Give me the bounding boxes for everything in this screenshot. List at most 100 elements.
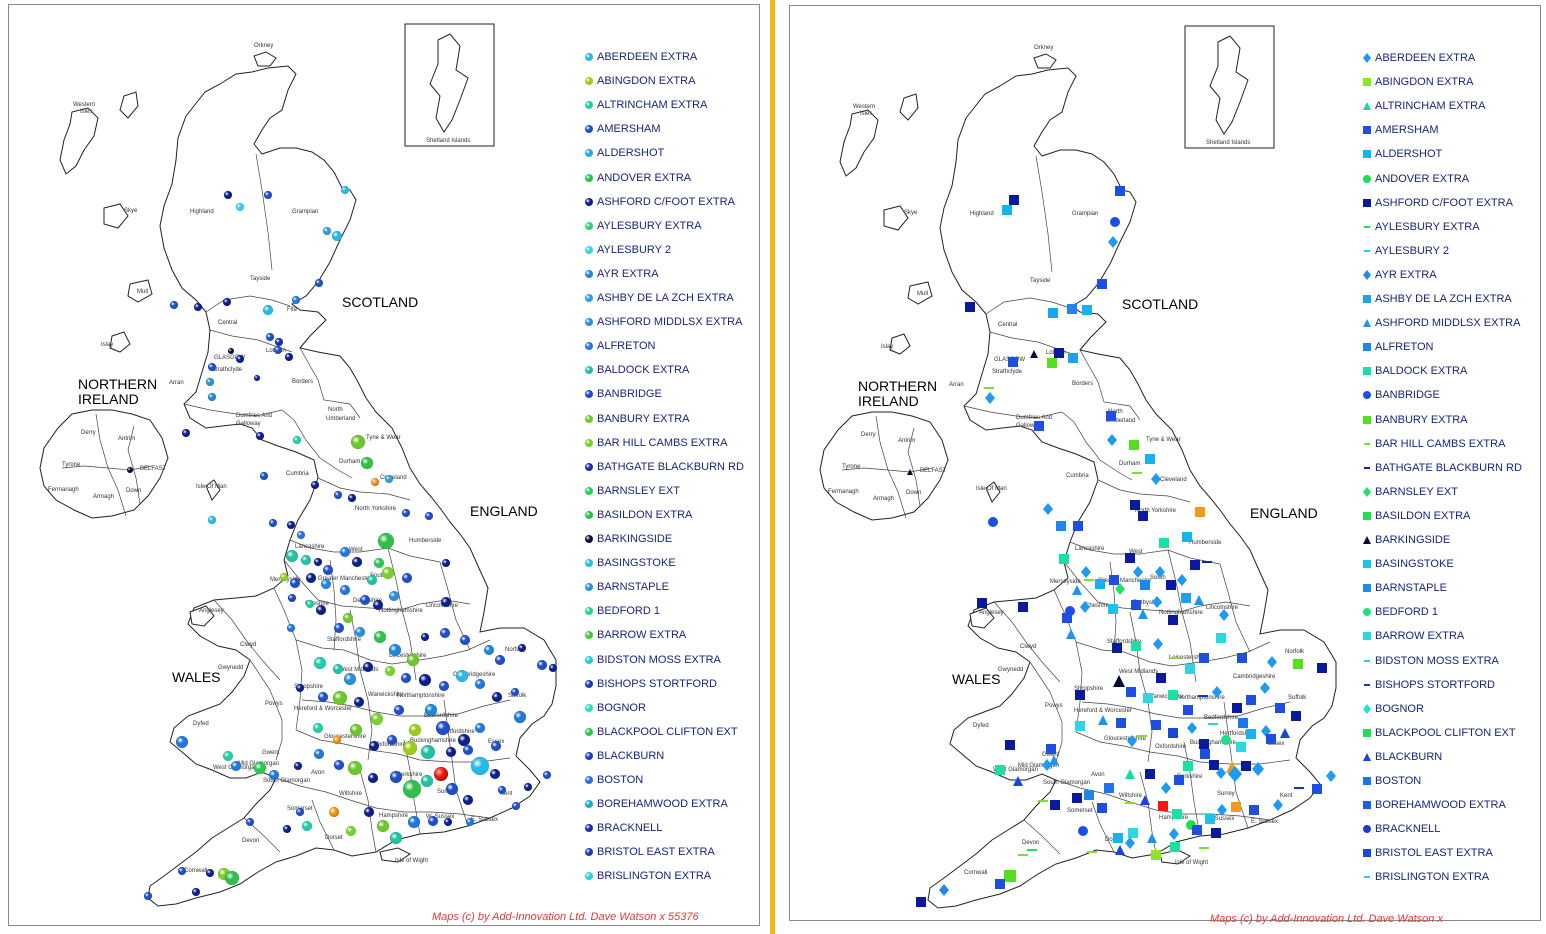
country-label: WALES — [172, 669, 221, 685]
store-marker — [1087, 851, 1097, 853]
region-label: Skye — [904, 210, 918, 216]
store-marker — [1075, 690, 1085, 700]
county-border — [1129, 611, 1153, 763]
legend-label: BIDSTON MOSS EXTRA — [597, 653, 721, 666]
ball-marker-icon — [585, 149, 593, 158]
store-marker — [424, 511, 434, 521]
store-marker — [1151, 473, 1161, 485]
store-marker — [320, 578, 332, 590]
store-marker — [1200, 749, 1210, 759]
store-marker — [995, 879, 1005, 889]
county-border — [1063, 561, 1251, 613]
ball-marker-icon — [585, 510, 593, 519]
store-marker — [402, 740, 418, 756]
store-marker — [1054, 348, 1064, 358]
legend-label: ALTRINCHAM EXTRA — [597, 99, 708, 112]
store-marker — [367, 772, 379, 784]
region-label: Orkney — [254, 43, 273, 49]
ball-marker-icon — [585, 848, 593, 857]
store-marker — [126, 466, 134, 474]
region-label: West — [349, 547, 363, 553]
legend-label: BEDFORD 1 — [1375, 606, 1438, 619]
legend-label: BARNSTAPLE — [1375, 582, 1447, 595]
store-marker — [1170, 842, 1180, 852]
coastline-path — [1209, 35, 1249, 135]
store-marker — [1238, 718, 1248, 728]
county-border — [295, 729, 511, 763]
store-marker — [1009, 195, 1019, 205]
store-marker — [312, 722, 324, 734]
legend-label: BRACKNELL — [1375, 823, 1441, 836]
store-marker — [253, 761, 267, 775]
store-marker — [222, 750, 234, 762]
legend-label: ANDOVER EXTRA — [597, 171, 692, 184]
store-marker — [1211, 828, 1221, 838]
region-label: Dorset — [325, 835, 343, 841]
region-label: Clwyd — [1020, 644, 1036, 650]
region-label: Grampian — [292, 209, 318, 215]
store-marker — [205, 868, 215, 878]
store-marker — [1113, 675, 1125, 687]
region-label: Oxfordshire — [375, 742, 407, 748]
store-marker — [322, 226, 332, 236]
store-marker — [1182, 532, 1192, 542]
store-marker — [1145, 769, 1155, 779]
store-marker — [1161, 782, 1171, 794]
store-marker — [235, 354, 245, 364]
region-label: W. Sussex — [1206, 816, 1234, 822]
legend-label: AYLESBURY 2 — [1375, 244, 1449, 257]
legend-label: BAR HILL CAMBS EXTRA — [597, 436, 728, 449]
store-marker — [351, 556, 363, 568]
store-marker — [372, 599, 384, 611]
region-label: South Glamorgan — [263, 778, 310, 784]
county-border — [127, 425, 141, 505]
square-marker-icon — [1363, 728, 1371, 737]
region-label: BELFAST — [920, 468, 947, 474]
ball-marker-icon — [585, 197, 593, 206]
triangle-marker-icon — [1363, 319, 1371, 328]
store-marker — [439, 627, 451, 639]
store-marker — [207, 362, 217, 372]
store-marker — [359, 594, 371, 606]
coastline-path — [1033, 53, 1057, 69]
square-marker-icon — [1363, 801, 1371, 810]
store-marker — [1169, 828, 1179, 840]
region-label: Mid Glamorgan — [1018, 763, 1059, 769]
store-marker — [265, 332, 275, 342]
ball-marker-icon — [585, 703, 593, 712]
region-label: Cleveland — [380, 475, 407, 481]
store-marker — [1030, 350, 1038, 358]
region-label: Surrey — [1217, 791, 1235, 797]
region-label: Lancashire — [1075, 546, 1105, 552]
store-marker — [400, 672, 412, 684]
region-label: Powys — [1045, 703, 1063, 709]
store-marker — [1097, 279, 1107, 289]
region-label: Berkshire — [397, 772, 423, 778]
store-marker — [1140, 580, 1150, 590]
store-marker — [402, 779, 422, 799]
store-marker — [438, 680, 450, 692]
legend-label: BARROW EXTRA — [597, 629, 687, 642]
region-label: Hertfordshire — [440, 729, 475, 735]
legend-label: ANDOVER EXTRA — [1375, 172, 1470, 185]
square-marker-icon — [1363, 198, 1371, 207]
region-label: Northamptonshire — [1177, 695, 1225, 701]
store-marker — [332, 663, 344, 675]
legend-label: BATHGATE BLACKBURN RD — [597, 460, 744, 473]
county-border — [443, 699, 469, 827]
legend-label: BARNSLEY EXT — [597, 484, 680, 497]
store-marker — [1312, 784, 1322, 794]
store-marker — [313, 557, 323, 567]
panel-divider — [767, 0, 775, 934]
legend-label: BISHOPS STORTFORD — [1375, 678, 1496, 691]
legend-label: AMERSHAM — [1375, 124, 1439, 137]
store-marker — [1047, 358, 1057, 368]
store-marker — [1199, 739, 1209, 749]
county-border — [249, 659, 283, 761]
county-border — [1029, 661, 1063, 763]
store-marker — [388, 643, 402, 657]
legend-label: BARNSTAPLE — [597, 581, 669, 594]
store-marker — [1126, 687, 1136, 697]
store-marker — [1246, 695, 1256, 705]
region-label: Central — [998, 322, 1017, 328]
